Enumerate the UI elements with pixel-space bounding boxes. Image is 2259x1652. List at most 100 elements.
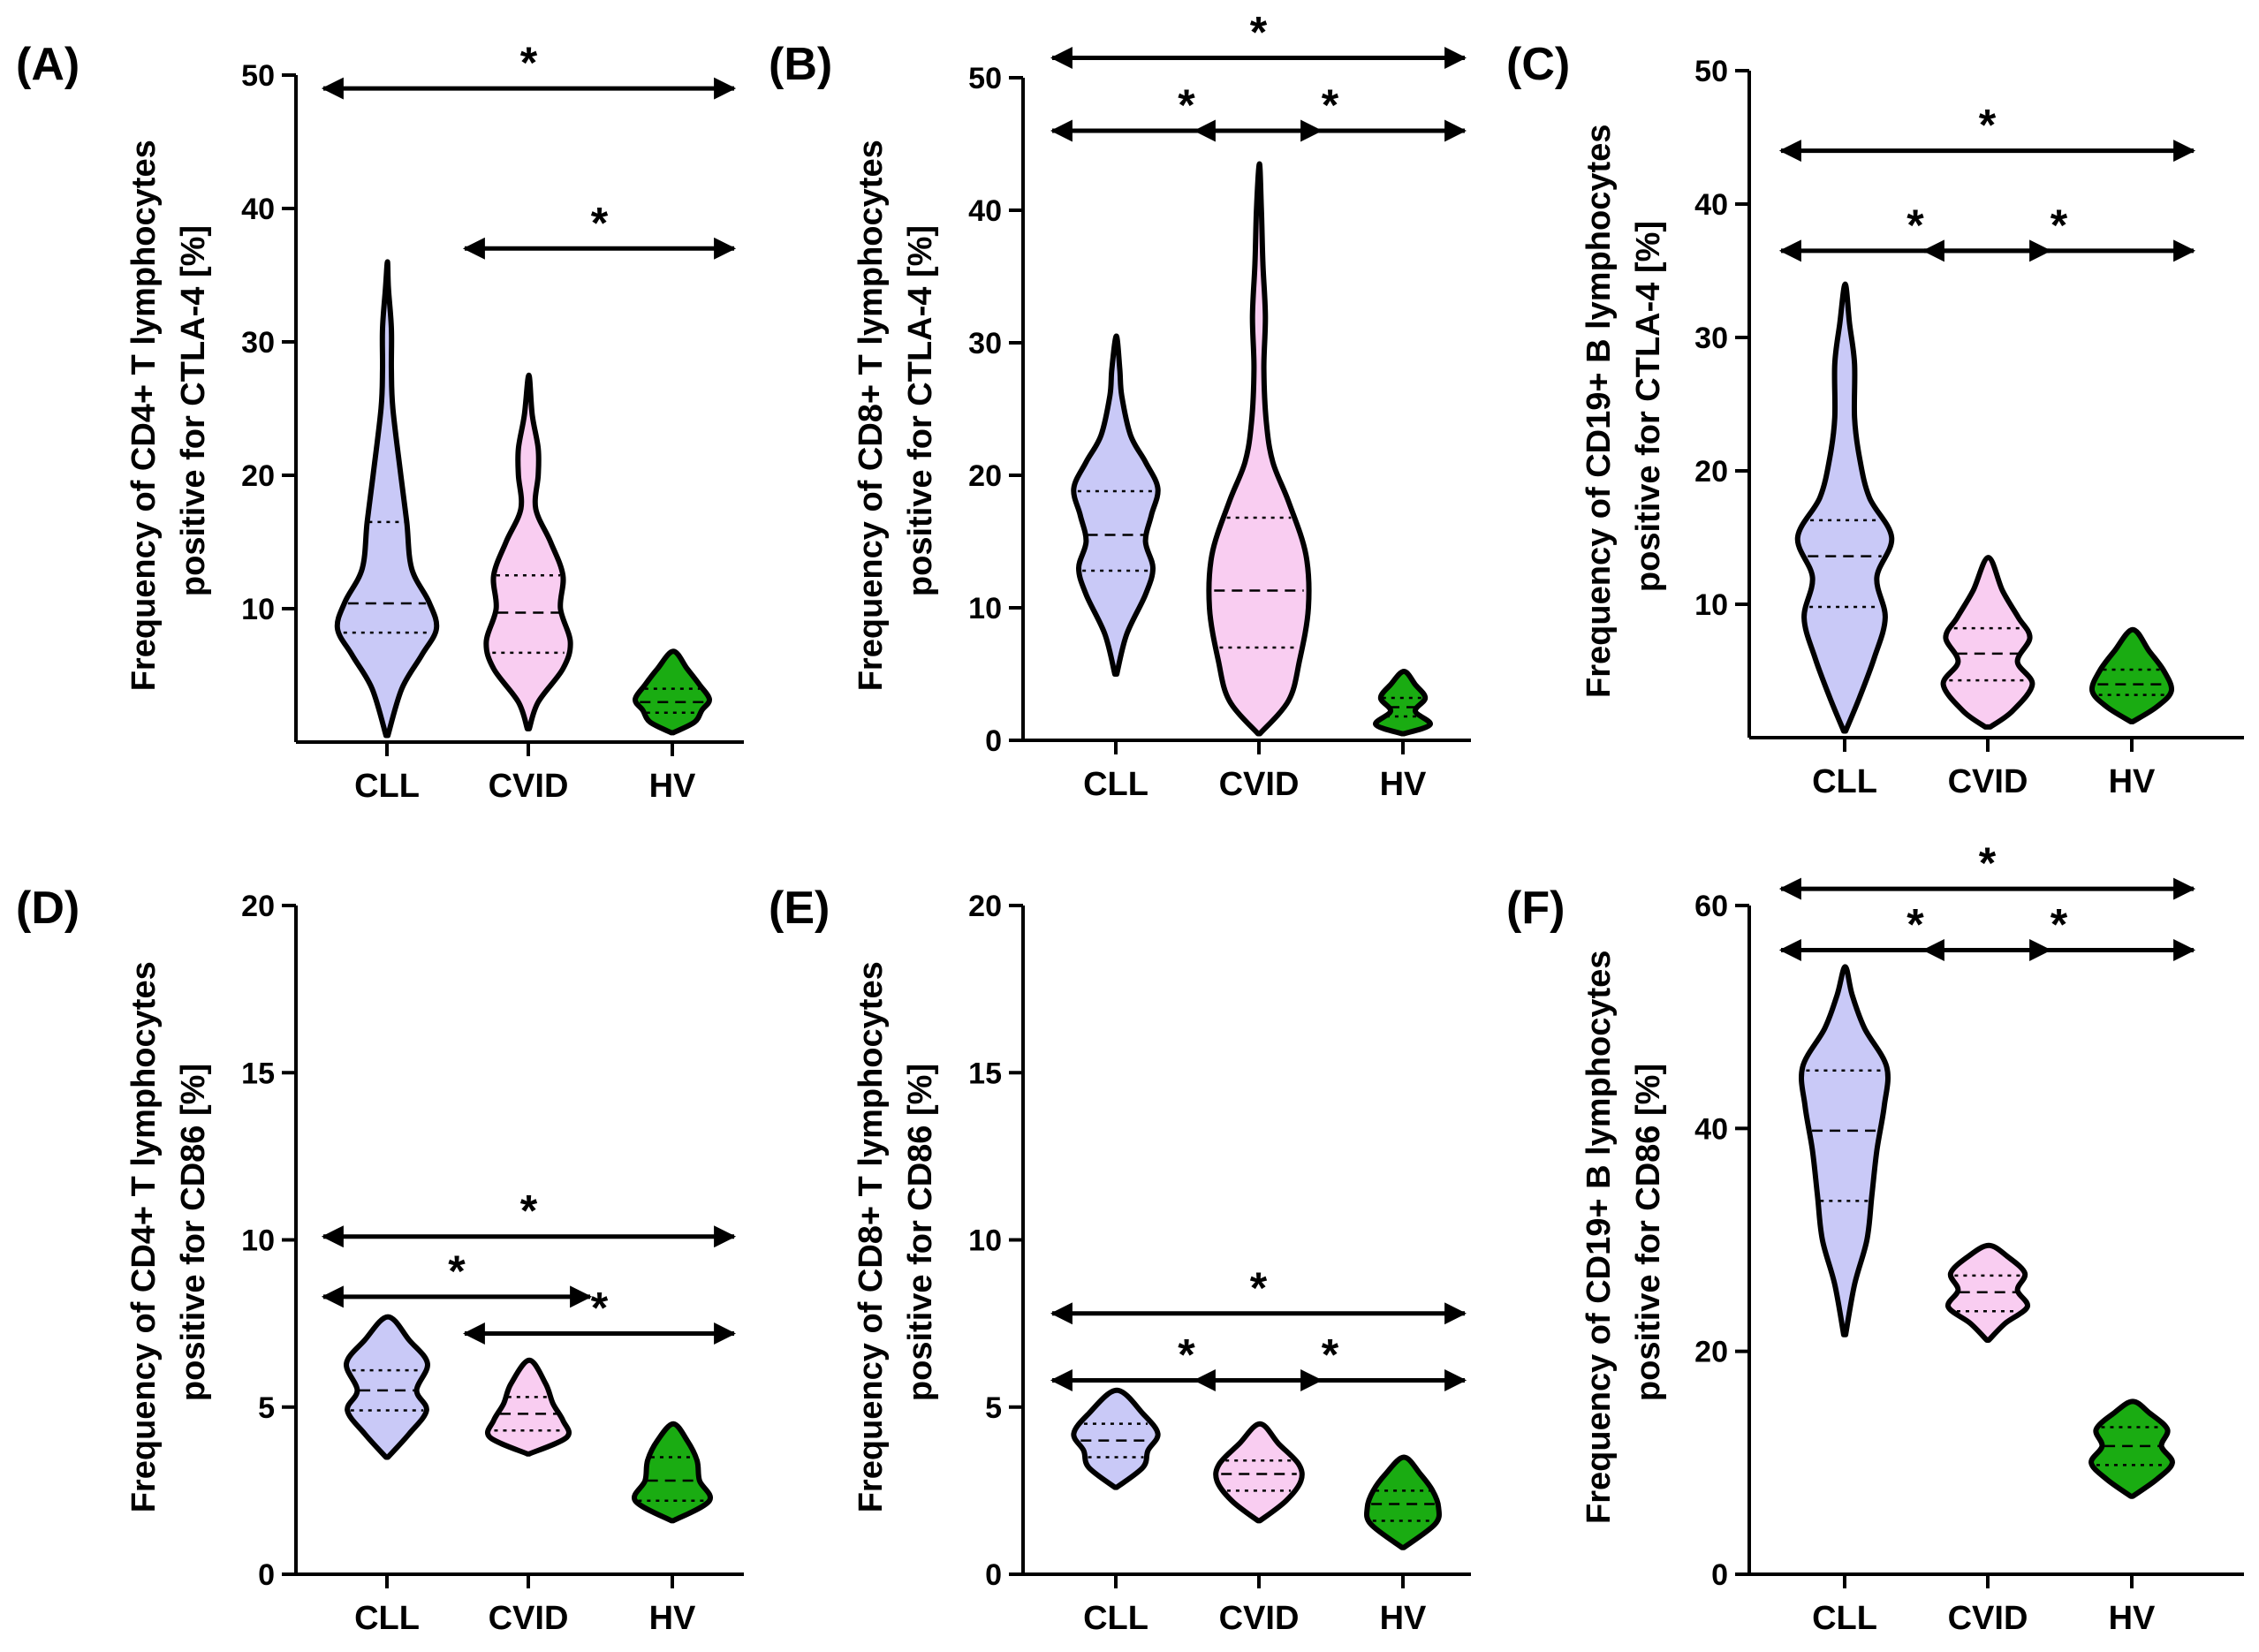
violin-body [632,1421,713,1524]
y-tick-label: 30 [968,327,1002,360]
violin-body [334,259,440,739]
panel-label: (A) [16,39,80,90]
violin-body [485,1357,572,1457]
violin-body [1206,161,1312,737]
significance-bracket: * [1050,1330,1323,1391]
y-tick-label: 60 [1694,890,1728,923]
y-axis-label-line-2: positive for CD86 [%] [1630,1064,1667,1401]
x-tick-label: CVID [489,1600,569,1637]
significance-star: * [591,1283,609,1332]
y-axis-label: Frequency of CD4+ T lymphocytes positive… [125,952,212,1513]
panel-label: (E) [769,883,830,934]
significance-bracket: * [1050,1263,1467,1325]
violin-cvid [1940,555,2035,730]
violin-body [633,648,712,736]
significance-bracket: * [1922,899,2196,961]
y-axis-label-line-1: Frequency of CD4+ T lymphocytes [125,140,163,691]
violin-body [483,372,573,731]
significance-star: * [1907,201,1924,250]
violin-body [1071,1387,1161,1490]
y-tick-label: 50 [241,59,275,93]
significance-bracket: * [1778,838,2196,900]
x-tick-label: CVID [489,768,569,805]
violin-body [1940,555,2035,730]
plot-area: 0 5 10 15 20 CLL CVID HV * * * [241,890,744,1637]
significance-star: * [1979,838,1997,888]
significance-star: * [520,38,538,87]
significance-star: * [591,198,609,247]
significance-star: * [1250,8,1268,57]
violin-body [1799,964,1891,1338]
y-tick-label: 15 [968,1057,1002,1090]
x-tick-label: CLL [354,768,420,805]
violin-cvid [1206,161,1312,737]
significance-star: * [1907,899,1924,949]
panel-b: (B) Frequency of CD8+ T lymphocytes posi… [769,8,1471,803]
significance-star: * [2051,201,2068,250]
x-tick-label: CVID [1948,1600,2028,1637]
violin-cvid [485,1357,572,1457]
y-axis-label-line-2: positive for CTLA-4 [%] [175,225,212,596]
panel-label: (C) [1506,39,1570,90]
violin-body [1945,1242,2030,1343]
x-tick-label: HV [2109,763,2156,800]
y-axis-label: Frequency of CD8+ T lymphocytes positive… [853,952,939,1513]
significance-bracket: * [1922,201,2196,262]
y-axis-label-line-1: Frequency of CD4+ T lymphocytes [125,961,163,1512]
violin-cll [334,259,440,739]
y-axis-label: Frequency of CD19+ B lymphocytes positiv… [1581,941,1667,1524]
significance-bracket: * [1050,8,1467,69]
violin-cll [344,1314,430,1460]
y-tick-label: 0 [985,1558,1002,1592]
x-tick-label: HV [2109,1600,2156,1637]
significance-bracket: * [1193,80,1467,142]
y-tick-label: 20 [968,459,1002,493]
violin-cll [1071,333,1161,677]
significance-star: * [1322,1330,1339,1379]
y-tick-label: 40 [968,194,1002,228]
x-tick-label: CVID [1219,766,1300,803]
x-tick-label: HV [1380,766,1427,803]
significance-bracket: * [1193,1330,1467,1391]
panel-label: (D) [16,883,80,934]
y-tick-label: 20 [1694,1336,1728,1369]
significance-star: * [1979,101,1997,150]
plot-area: 0 10 20 30 40 50 CLL CVID HV * * * [968,8,1471,803]
violin-hv [632,1421,713,1524]
y-axis-label-line-2: positive for CD86 [%] [175,1064,212,1401]
y-axis-label-line-2: positive for CTLA-4 [%] [902,225,939,596]
significance-bracket: * [1050,80,1323,142]
plot-area: 0 20 40 60 CLL CVID HV * * * [1694,838,2244,1637]
plot-area: 10 20 30 40 50 CLL CVID HV * * [241,38,744,805]
y-axis-label-line-1: Frequency of CD19+ B lymphocytes [1581,125,1618,698]
y-tick-label: 30 [1694,322,1728,355]
x-tick-label: CVID [1948,763,2028,800]
y-tick-label: 50 [968,62,1002,95]
y-tick-label: 10 [968,1224,1002,1258]
significance-star: * [1178,80,1195,130]
violin-cvid [1213,1421,1305,1524]
y-axis-label-line-1: Frequency of CD19+ B lymphocytes [1581,951,1618,1524]
plot-area: 10 20 30 40 50 CLL CVID HV * * * [1694,55,2244,800]
significance-bracket: * [462,1283,737,1345]
significance-bracket: * [321,38,737,100]
y-axis-label-line-2: positive for CTLA-4 [%] [1630,221,1667,592]
violin-body [1794,281,1895,734]
y-tick-label: 0 [1711,1558,1728,1592]
y-tick-label: 20 [241,459,275,493]
significance-bracket: * [1778,899,2052,961]
violin-body [344,1314,430,1460]
violin-hv [1364,1454,1442,1550]
significance-star: * [520,1186,538,1236]
significance-star: * [2051,899,2068,949]
significance-bracket: * [321,1247,593,1308]
y-tick-label: 40 [241,193,275,226]
y-tick-label: 10 [968,592,1002,625]
significance-bracket: * [1778,101,2196,163]
significance-star: * [1250,1263,1268,1313]
panel-f: (F) Frequency of CD19+ B lymphocytes pos… [1506,838,2244,1637]
y-tick-label: 40 [1694,188,1728,222]
x-tick-label: CLL [1812,1600,1877,1637]
x-tick-label: HV [649,768,696,805]
x-tick-label: HV [649,1600,696,1637]
